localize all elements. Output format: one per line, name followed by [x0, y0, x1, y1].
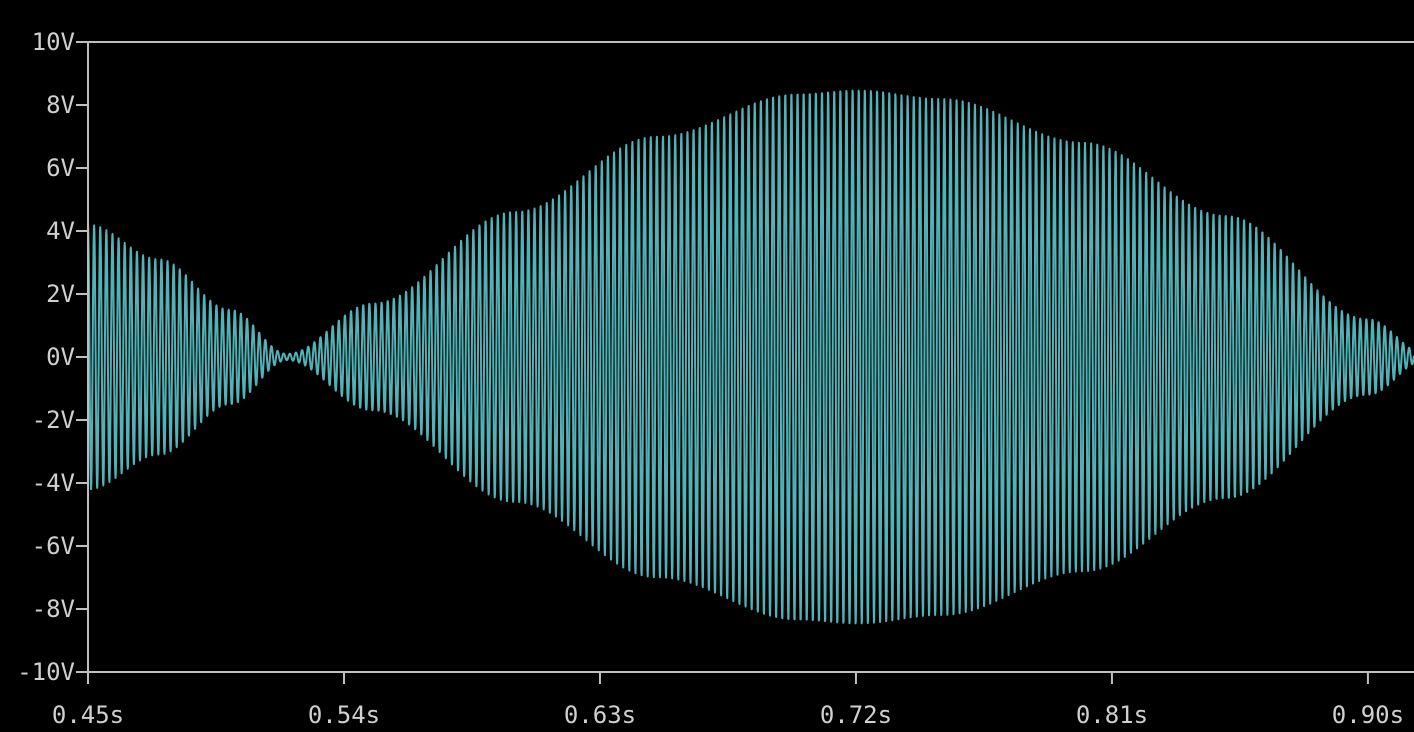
y-tick-label: 10V: [32, 28, 75, 56]
series-line: [87, 89, 1414, 625]
x-tick-label: 0.63s: [564, 701, 636, 729]
y-tick-label: 8V: [46, 91, 75, 119]
y-tick-label: -10V: [17, 658, 75, 686]
y-tick-label: 6V: [46, 154, 75, 182]
y-tick-label: -2V: [32, 406, 75, 434]
y-axis-ticks: 10V 8V 6V 4V 2V 0V -2V -4V -6V -8V -10V: [17, 28, 88, 686]
y-tick-label: 0V: [46, 343, 75, 371]
x-tick-label: 0.90s: [1332, 701, 1404, 729]
x-axis-ticks: 0.45s 0.54s 0.63s 0.72s 0.81s 0.90s: [52, 672, 1404, 729]
y-tick-label: 2V: [46, 280, 75, 308]
x-tick-label: 0.45s: [52, 701, 124, 729]
y-tick-label: -4V: [32, 469, 75, 497]
x-tick-label: 0.72s: [820, 701, 892, 729]
x-tick-label: 0.54s: [308, 701, 380, 729]
y-tick-label: -6V: [32, 532, 75, 560]
y-tick-label: 4V: [46, 217, 75, 245]
x-tick-label: 0.81s: [1076, 701, 1148, 729]
y-tick-label: -8V: [32, 595, 75, 623]
